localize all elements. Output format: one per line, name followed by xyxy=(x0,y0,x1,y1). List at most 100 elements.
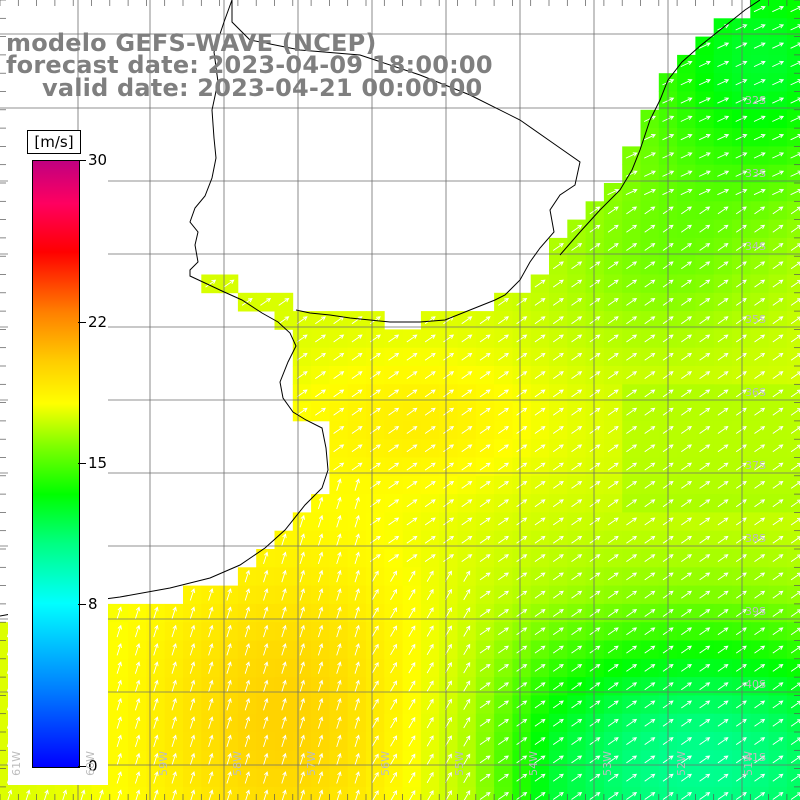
wind-arrow xyxy=(479,517,491,526)
wind-arrow xyxy=(626,737,638,745)
wind-arrow xyxy=(735,462,747,471)
wind-arrow xyxy=(644,718,656,727)
wind-arrow xyxy=(626,682,638,691)
wind-arrow xyxy=(479,371,491,379)
wind-arrow xyxy=(772,517,784,526)
wind-arrow xyxy=(299,514,305,528)
wind-arrow xyxy=(153,642,159,656)
wind-arrow xyxy=(735,152,748,159)
longitude-label: 61W xyxy=(10,751,23,776)
wind-arrow xyxy=(772,444,784,453)
wind-arrow xyxy=(589,224,601,233)
wind-arrow xyxy=(717,261,729,270)
wind-arrow xyxy=(390,790,397,800)
wind-arrow xyxy=(735,224,747,233)
wind-arrow xyxy=(552,645,564,654)
wind-arrow xyxy=(516,371,528,379)
wind-arrow xyxy=(406,334,418,343)
latitude-label: 41S xyxy=(745,751,766,764)
wind-arrow xyxy=(534,609,546,617)
wind-arrow xyxy=(208,606,214,619)
wind-arrow xyxy=(372,790,379,800)
wind-arrow xyxy=(426,570,434,582)
wind-arrow xyxy=(772,792,784,800)
wind-arrow xyxy=(408,771,416,784)
wind-arrow xyxy=(607,371,619,379)
wind-arrow xyxy=(263,752,269,766)
wind-arrow xyxy=(317,642,324,656)
wind-arrow xyxy=(681,389,692,398)
wind-arrow xyxy=(644,773,656,782)
longitude-label: 55W xyxy=(453,751,466,776)
wind-arrow xyxy=(498,426,509,434)
wind-arrow xyxy=(571,407,583,416)
wind-arrow xyxy=(333,389,345,398)
wind-arrow xyxy=(516,737,528,745)
wind-arrow xyxy=(498,755,509,764)
wind-arrow xyxy=(552,535,564,544)
wind-arrow xyxy=(299,606,305,619)
wind-arrow xyxy=(354,478,360,491)
wind-arrow xyxy=(699,700,711,709)
wind-arrow xyxy=(644,700,656,709)
longitude-label: 56W xyxy=(379,751,392,776)
wind-arrow xyxy=(226,752,232,766)
wind-arrow xyxy=(735,700,747,709)
wind-arrow xyxy=(354,514,360,528)
wind-arrow xyxy=(263,551,269,565)
wind-arrow xyxy=(534,590,546,599)
wind-speed-cell xyxy=(768,786,788,800)
wind-arrow xyxy=(296,334,308,343)
legend-tick-mark xyxy=(78,604,86,606)
wind-arrow xyxy=(479,755,491,764)
wind-arrow xyxy=(371,607,379,619)
wind-arrow xyxy=(408,735,416,747)
wind-speed-cell xyxy=(366,786,385,800)
wind-arrow xyxy=(699,224,711,233)
wind-arrow xyxy=(607,663,619,672)
wind-arrow xyxy=(772,60,785,68)
wind-arrow xyxy=(281,661,287,674)
wind-arrow xyxy=(681,792,692,800)
wind-arrow xyxy=(371,698,379,710)
wind-arrow xyxy=(607,773,619,782)
wind-arrow xyxy=(408,790,416,800)
wind-arrow xyxy=(351,371,363,379)
wind-arrow xyxy=(754,371,766,379)
coastline xyxy=(0,0,761,617)
wind-arrow xyxy=(772,170,785,177)
wind-arrow xyxy=(116,642,122,656)
wind-arrow xyxy=(607,627,619,636)
wind-arrow xyxy=(699,645,711,654)
wind-arrow xyxy=(354,624,360,638)
wind-arrow xyxy=(116,716,122,729)
wind-speed-cell xyxy=(91,786,111,800)
wind-arrow xyxy=(226,606,232,619)
wind-arrow xyxy=(354,734,360,748)
wind-arrow xyxy=(336,514,342,528)
wind-arrow xyxy=(281,697,287,711)
wind-arrow xyxy=(534,352,546,361)
wind-arrow xyxy=(772,5,785,13)
wind-arrow xyxy=(408,716,416,729)
wind-speed-cell xyxy=(128,786,147,800)
wind-arrow xyxy=(735,737,747,745)
legend-unit: [m/s] xyxy=(27,130,81,154)
wind-arrow xyxy=(208,752,214,766)
wind-arrow xyxy=(589,627,601,636)
wind-arrow xyxy=(208,661,214,674)
wind-arrow xyxy=(607,261,619,270)
wind-arrow xyxy=(479,535,491,544)
wind-arrow xyxy=(351,444,363,453)
wind-arrow xyxy=(516,499,528,508)
wind-arrow xyxy=(116,771,122,784)
wind-arrow xyxy=(571,261,583,270)
wind-arrow xyxy=(299,697,305,711)
wind-arrow xyxy=(443,407,455,416)
wind-arrow xyxy=(735,170,748,177)
wind-arrow xyxy=(626,663,638,672)
wind-arrow xyxy=(463,662,471,674)
wind-arrow xyxy=(626,352,638,361)
wind-arrow xyxy=(336,569,342,583)
wind-arrow xyxy=(390,607,397,619)
